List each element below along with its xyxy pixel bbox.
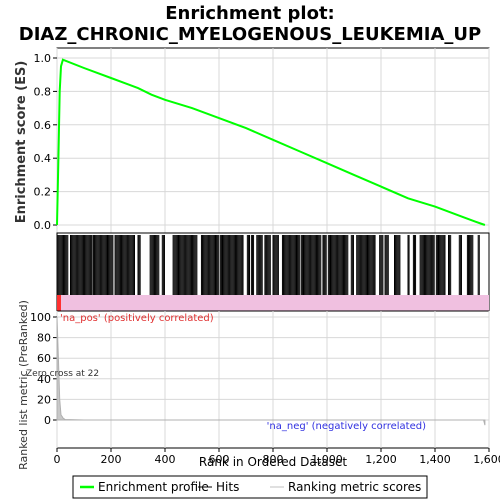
x-tick-label: 1,000 [311, 453, 343, 466]
legend-label-2: Hits [216, 480, 239, 494]
legend-box [72, 475, 428, 499]
chart-title-line1: Enrichment plot: [165, 3, 335, 24]
x-tick-label: 200 [101, 453, 122, 466]
metric-y-tick-label: 100 [30, 311, 51, 324]
x-axis-ticks: 0 200 400 600 800 1,000 1,200 1,400 1,600 [54, 448, 500, 466]
metric-y-tick-label: 60 [37, 352, 51, 365]
x-tick-label: 1,200 [365, 453, 397, 466]
chart-title-line2: DIAZ_CHRONIC_MYELOGENOUS_LEUKEMIA_UP [19, 24, 481, 45]
negative-correlation-label: 'na_neg' (negatively correlated) [267, 421, 426, 432]
x-tick-label: 600 [209, 453, 230, 466]
enrichment-profile-line [56, 58, 486, 226]
metric-y-tick-label: 80 [37, 332, 51, 345]
rank-color-band-positive-end [57, 295, 61, 311]
ranking-metric-area [56, 316, 486, 426]
metric-y-tick-label: 40 [37, 373, 51, 386]
x-tick-label: 800 [263, 453, 284, 466]
x-tick-label: 0 [54, 453, 61, 466]
es-y-tick-label: 0.6 [34, 119, 52, 132]
es-y-axis-ticks: 0.0 0.2 0.4 0.6 0.8 1.0 [34, 52, 57, 232]
hits-bars [56, 235, 480, 295]
es-y-tick-label: 1.0 [34, 52, 52, 65]
zero-cross-label: Zero cross at 22 [26, 369, 99, 379]
es-y-tick-label: 0.8 [34, 85, 52, 98]
metric-y-axis-ticks: 0 20 40 60 80 100 [30, 311, 57, 427]
metric-y-tick-label: 20 [37, 393, 51, 406]
metric-y-axis-label: Ranked list metric (PreRanked) [17, 300, 30, 470]
x-tick-label: 1,400 [419, 453, 451, 466]
es-y-tick-label: 0.4 [34, 152, 52, 165]
legend-label-1: Enrichment profile [98, 480, 209, 494]
x-tick-label: 1,600 [473, 453, 500, 466]
legend-label-3: Ranking metric scores [288, 480, 421, 494]
legend: Enrichment profile Hits Ranking metric sco… [80, 480, 421, 494]
x-tick-label: 400 [155, 453, 176, 466]
x-axis-label: Rank in Ordered Dataset [199, 455, 347, 469]
metric-y-tick-label: 0 [44, 414, 51, 427]
es-y-tick-label: 0.2 [34, 186, 52, 199]
rank-color-band [57, 295, 489, 311]
positive-correlation-label: 'na_pos' (positively correlated) [60, 313, 214, 324]
es-y-tick-label: 0.0 [34, 219, 52, 232]
es-y-axis-label: Enrichment score (ES) [14, 61, 29, 224]
